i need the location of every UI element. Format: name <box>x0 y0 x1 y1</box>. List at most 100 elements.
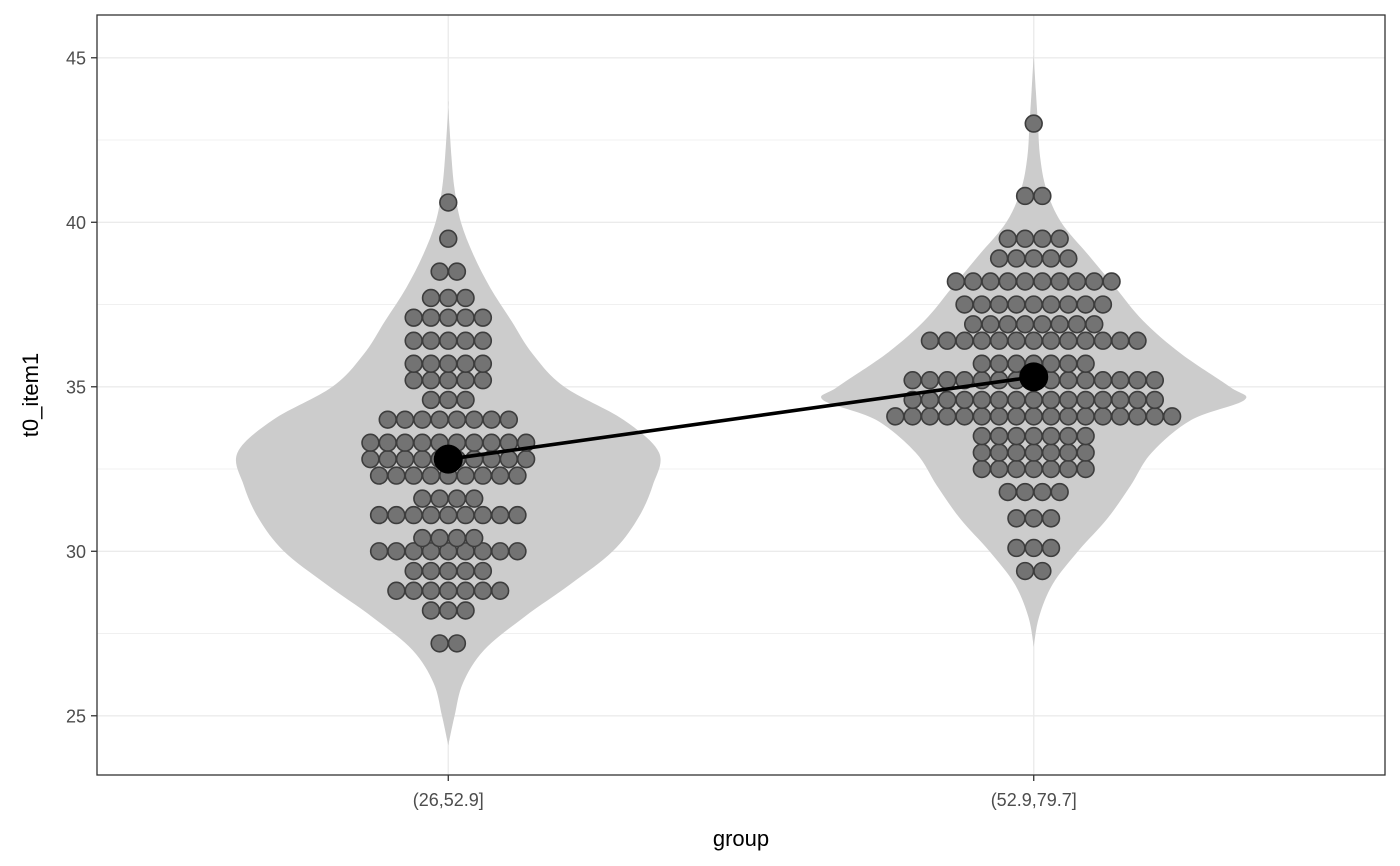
data-point <box>920 370 940 390</box>
data-point <box>989 459 1009 479</box>
y-tick-label: 40 <box>66 213 86 233</box>
data-point <box>1041 331 1061 350</box>
data-point <box>1111 407 1130 426</box>
data-point <box>387 581 406 600</box>
data-point <box>430 528 449 548</box>
data-point <box>369 542 389 561</box>
data-point <box>1145 370 1165 390</box>
data-point <box>1015 229 1035 248</box>
data-point <box>1076 331 1095 350</box>
data-point <box>378 433 397 452</box>
data-point <box>1007 538 1026 558</box>
data-point <box>1041 295 1061 314</box>
data-point <box>1076 354 1095 373</box>
data-point <box>1128 390 1147 410</box>
y-axis-title: t0_item1 <box>18 353 43 437</box>
y-tick-label: 30 <box>66 542 86 562</box>
data-point <box>972 443 992 462</box>
mean-summary <box>433 362 1049 474</box>
mean-line <box>448 375 1034 461</box>
data-point <box>1076 370 1095 390</box>
data-point <box>1007 426 1026 446</box>
data-point <box>972 354 992 373</box>
data-point <box>439 354 458 373</box>
y-axis: 25 30 35 40 45 <box>66 48 97 726</box>
y-tick-label: 35 <box>66 377 86 397</box>
data-point <box>1015 272 1035 291</box>
data-point <box>963 315 983 334</box>
data-point <box>972 390 992 410</box>
data-point <box>1059 390 1078 410</box>
data-point <box>938 331 957 350</box>
data-point <box>490 542 510 561</box>
data-point <box>1059 249 1078 268</box>
data-point <box>456 561 475 581</box>
data-point <box>1041 509 1061 528</box>
data-point <box>972 459 992 479</box>
data-point <box>903 407 922 426</box>
data-point <box>1145 407 1165 426</box>
data-point <box>404 354 423 373</box>
data-point <box>1059 407 1078 426</box>
data-point <box>430 634 449 653</box>
data-point <box>1128 370 1147 390</box>
data-point <box>404 505 423 525</box>
data-point <box>989 426 1009 446</box>
data-point <box>1041 426 1061 446</box>
data-point <box>989 390 1009 410</box>
data-point <box>955 295 974 314</box>
data-point <box>439 390 458 410</box>
data-point <box>989 295 1009 314</box>
data-point <box>1059 443 1078 462</box>
data-point <box>1015 315 1035 334</box>
data-point <box>456 331 475 350</box>
data-point <box>1007 509 1026 528</box>
data-point <box>439 308 458 327</box>
data-point <box>972 407 992 426</box>
dot-points <box>361 114 1182 653</box>
data-point <box>989 331 1009 350</box>
data-point <box>465 410 484 429</box>
data-point <box>1076 295 1095 314</box>
data-point <box>1128 331 1147 350</box>
x-tick-label: (26,52.9] <box>413 790 484 810</box>
data-point <box>981 315 1000 334</box>
data-point <box>404 308 423 327</box>
data-point <box>1059 331 1078 350</box>
data-point <box>963 272 983 291</box>
data-point <box>473 370 493 390</box>
data-point <box>473 505 493 525</box>
data-point <box>1024 390 1043 410</box>
data-point <box>421 370 441 390</box>
data-point <box>989 249 1009 268</box>
data-point <box>1033 229 1052 248</box>
data-point <box>447 262 467 281</box>
data-point <box>1015 561 1035 581</box>
data-point <box>395 410 415 429</box>
data-point <box>421 505 441 525</box>
data-point <box>490 581 510 600</box>
data-point <box>473 308 493 327</box>
data-point <box>413 489 432 508</box>
data-point <box>421 390 441 410</box>
data-point <box>1024 459 1043 479</box>
data-point <box>473 331 493 350</box>
data-point <box>456 308 475 327</box>
data-point <box>972 426 992 446</box>
data-point <box>447 528 467 548</box>
data-point <box>413 433 432 452</box>
data-point <box>1033 315 1052 334</box>
data-point <box>1111 370 1130 390</box>
data-point <box>1024 426 1043 446</box>
data-point <box>955 331 974 350</box>
data-point <box>482 433 501 452</box>
data-point <box>1093 295 1113 314</box>
data-point <box>473 354 493 373</box>
data-point <box>421 466 441 485</box>
data-point <box>1024 538 1043 558</box>
data-point <box>1067 315 1087 334</box>
data-point <box>998 482 1017 502</box>
data-point <box>439 581 458 600</box>
data-point <box>1041 459 1061 479</box>
data-point <box>1041 407 1061 426</box>
